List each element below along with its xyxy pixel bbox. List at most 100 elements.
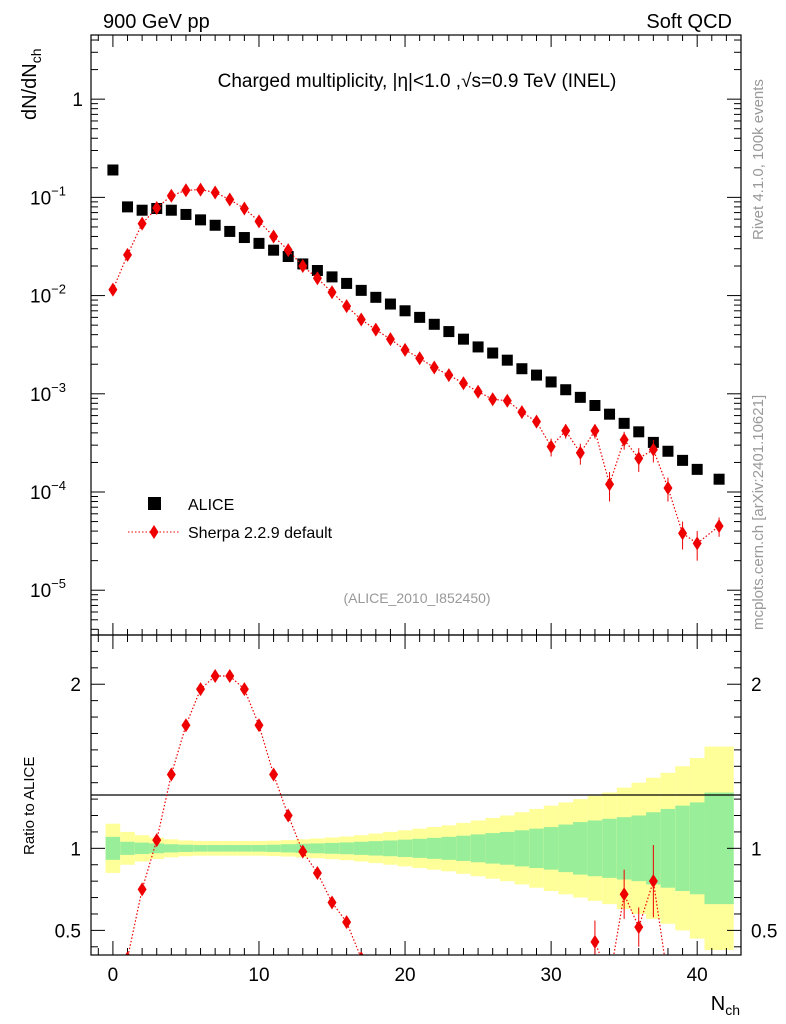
ratio-band-inner: [558, 824, 574, 873]
ratio-point: [196, 682, 206, 697]
alice-point: [560, 384, 572, 396]
ratio-band-inner: [660, 808, 676, 888]
sherpa-point: [239, 201, 249, 216]
sherpa-point: [415, 351, 425, 366]
alice-point: [545, 376, 557, 388]
alice-point: [501, 354, 513, 366]
alice-point: [516, 363, 528, 375]
ratio-point: [327, 895, 337, 910]
sherpa-point: [181, 183, 191, 198]
ratio-point: [634, 920, 644, 935]
alice-point: [677, 454, 689, 466]
sherpa-point: [196, 182, 206, 197]
ratio-band-inner: [251, 845, 267, 852]
ratio-y-tick-label: 1: [70, 839, 81, 860]
sherpa-point: [502, 393, 512, 408]
main-y-tick-label: 10−4: [30, 478, 66, 504]
alice-point: [268, 244, 280, 256]
ratio-point: [312, 865, 322, 880]
x-tick-label: 20: [394, 965, 415, 986]
ratio-frame: [90, 634, 742, 956]
ratio-y-tick-label-right: 2: [751, 675, 762, 696]
ratio-point: [619, 887, 629, 902]
sherpa-point: [342, 299, 352, 314]
sherpa-point: [312, 271, 322, 286]
alice-point: [107, 164, 119, 176]
ratio-series: [125, 669, 672, 987]
ratio-band-inner: [178, 844, 194, 852]
ratio-band-inner: [397, 839, 413, 858]
ratio-band-inner: [134, 842, 150, 855]
sherpa-point: [254, 214, 264, 229]
alice-point: [238, 232, 250, 244]
ratio-band-inner: [675, 805, 690, 891]
ratio-band-inner: [353, 841, 369, 855]
ratio-band-inner: [120, 841, 135, 855]
ratio-point: [269, 767, 279, 782]
alice-point: [122, 201, 134, 213]
legend-alice-label: ALICE: [188, 497, 234, 514]
ratio-band-inner: [587, 820, 603, 877]
rivet-label: Rivet 4.1.0, 100k events: [750, 79, 767, 240]
chart-title: Charged multiplicity, |η|<1.0 ,√s=0.9 Te…: [218, 71, 617, 92]
ratio-point: [137, 882, 147, 897]
sherpa-point: [137, 216, 147, 231]
ratio-point: [648, 874, 658, 889]
alice-point: [662, 445, 674, 457]
header-left: 900 GeV pp: [103, 11, 210, 33]
alice-point: [604, 408, 616, 420]
sherpa-point: [400, 342, 410, 357]
sherpa-point: [517, 405, 527, 420]
main-y-tick-label: 10−5: [30, 576, 66, 602]
ratio-band-inner: [529, 828, 544, 869]
sherpa-point: [269, 229, 279, 244]
ratio-band-inner: [499, 831, 515, 865]
sherpa-point: [590, 423, 600, 438]
x-tick-label: 40: [687, 965, 708, 986]
sherpa-point: [327, 285, 337, 300]
sherpa-point: [356, 312, 366, 327]
ratio-band-inner: [310, 843, 325, 854]
ratio-point: [239, 682, 249, 697]
x-tick-label: 30: [541, 965, 562, 986]
main-panel: Charged multiplicity, |η|<1.0 ,√s=0.9 Te…: [19, 34, 742, 636]
main-y-axis-label: dN/dNch: [19, 49, 44, 121]
sherpa-point: [678, 526, 688, 541]
alice-point: [370, 291, 382, 303]
alice-point: [165, 204, 177, 216]
alice-point: [414, 311, 426, 323]
ratio-band-inner: [105, 836, 121, 860]
ratio-point: [210, 669, 220, 684]
alice-point: [224, 225, 236, 237]
alice-point: [311, 265, 323, 277]
sherpa-point: [166, 188, 176, 203]
ratio-band-inner: [164, 844, 179, 853]
sherpa-point: [123, 247, 133, 262]
sherpa-point: [648, 442, 658, 457]
sherpa-point: [225, 192, 235, 207]
alice-point: [443, 326, 455, 338]
main-y-tick-label: 10−1: [30, 183, 66, 209]
main-y-tick-label: 10−2: [30, 282, 66, 308]
ratio-band-inner: [470, 834, 486, 863]
sherpa-point: [283, 243, 293, 258]
ratio-uncertainty-bands: [105, 746, 734, 951]
sherpa-point: [473, 384, 483, 399]
ratio-point: [663, 973, 672, 987]
sherpa-point: [692, 536, 702, 551]
main-y-tick-label: 10−3: [30, 380, 66, 406]
ratio-band-inner: [485, 833, 500, 864]
ratio-band-inner: [602, 818, 617, 878]
ratio-band-inner: [383, 840, 398, 857]
ratio-y-tick-label-right: 0.5: [751, 921, 777, 942]
sherpa-point: [444, 368, 454, 383]
ratio-y-tick-label: 0.5: [55, 921, 81, 942]
ratio-band-inner: [324, 842, 340, 854]
ratio-band-inner: [514, 830, 530, 867]
alice-point: [136, 204, 148, 216]
legend-sherpa-label: Sherpa 2.2.9 default: [188, 525, 333, 542]
ratio-band-inner: [339, 842, 354, 855]
ratio-band-inner: [193, 845, 208, 852]
ratio-line: [594, 880, 665, 955]
sherpa-point: [429, 360, 439, 375]
